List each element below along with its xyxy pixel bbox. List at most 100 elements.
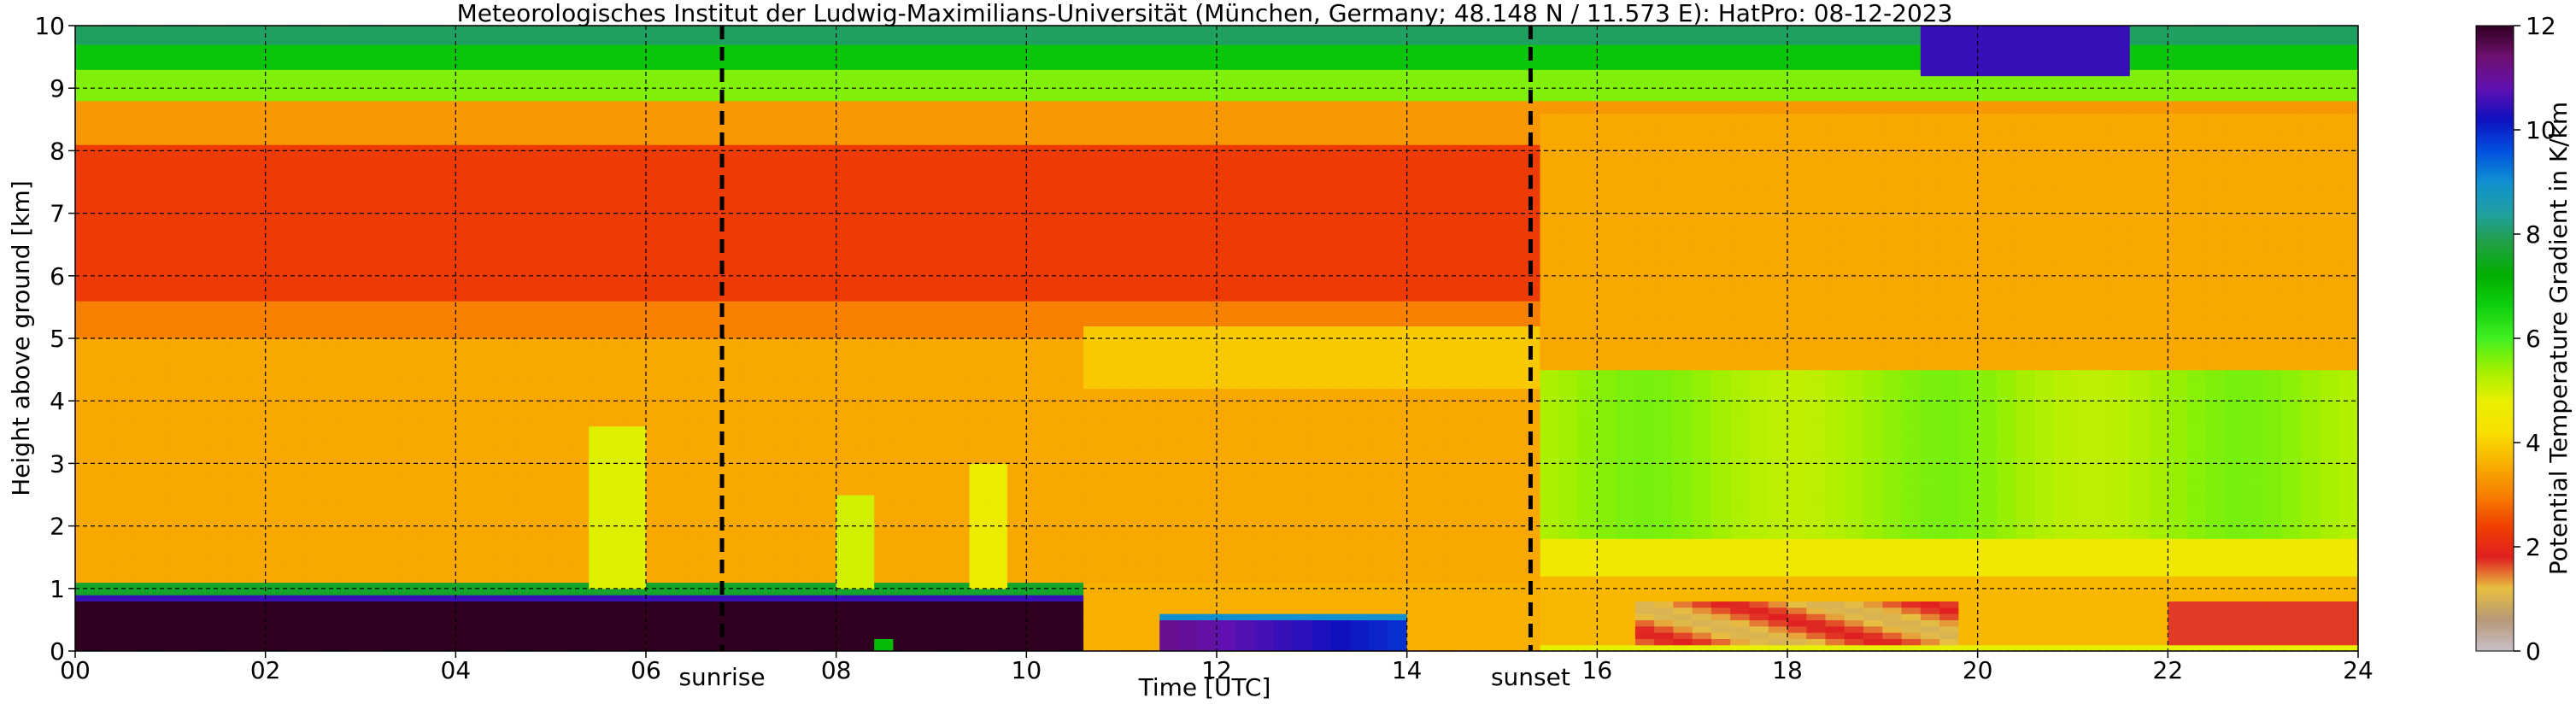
heatmap-cell [75,232,95,239]
heatmap-cell [988,69,1008,77]
heatmap-cell [303,269,324,277]
heatmap-cell [607,613,628,620]
heatmap-cell [246,444,267,452]
heatmap-cell [778,507,799,514]
heatmap-cell [912,44,932,51]
heatmap-cell [531,507,552,514]
heatmap-cell [322,275,343,283]
heatmap-cell [151,563,171,571]
heatmap-cell [151,326,171,333]
heatmap-cell [607,625,628,633]
heatmap-cell [513,194,532,202]
heatmap-cell [646,132,666,139]
heatmap-cell [132,144,152,151]
heatmap-cell [94,107,114,114]
heatmap-cell [437,382,456,390]
heatmap-cell [817,350,837,358]
heatmap-cell [760,507,780,514]
heatmap-cell [874,425,895,433]
heatmap-cell [874,569,895,577]
heatmap-cell [151,507,171,514]
heatmap-cell [341,531,361,539]
heatmap-cell [455,301,476,308]
heatmap-cell [379,388,400,396]
heatmap-cell [702,194,723,202]
heatmap-cell [303,476,324,483]
heatmap-cell [284,457,304,464]
heatmap-cell [208,263,228,271]
heatmap-cell [722,557,742,565]
heatmap-cell [893,457,913,464]
heatmap-cell [474,595,495,602]
heatmap-cell [702,476,723,483]
heatmap-cell [569,313,590,320]
heatmap-cell [702,331,723,339]
heatmap-cell [702,313,723,320]
heatmap-cell [341,338,361,345]
heatmap-cell [398,576,419,584]
heatmap-cell [437,238,456,245]
heatmap-cell [379,275,400,283]
heatmap-cell [969,431,989,439]
heatmap-cell [246,301,267,308]
heatmap-cell [189,100,209,108]
heatmap-cell [208,126,228,133]
heatmap-cell [151,213,171,220]
heatmap-cell [931,256,951,264]
heatmap-cell [874,169,895,177]
heatmap-cell [684,482,704,490]
heatmap-cell [836,425,856,433]
heatmap-cell [284,144,304,151]
heatmap-cell [513,126,532,133]
heatmap-cell [379,250,400,258]
heatmap-cell [836,519,856,527]
heatmap-cell [702,320,723,326]
heatmap-cell [132,382,152,390]
heatmap-cell [1007,419,1027,427]
heatmap-cell [284,601,304,608]
heatmap-cell [874,213,895,220]
heatmap-cell [969,326,989,333]
heatmap-cell [874,238,895,245]
heatmap-cell [189,513,209,520]
heatmap-cell [303,94,324,102]
heatmap-cell [417,207,437,214]
heatmap-cell [379,144,400,151]
heatmap-cell [474,38,495,45]
heatmap-cell [94,638,114,646]
heatmap-cells [75,26,2358,651]
heatmap-cell [151,232,171,239]
heatmap-cell [341,244,361,252]
heatmap-cell [626,431,647,439]
heatmap-cell [474,100,495,108]
heatmap-cell [874,313,895,320]
heatmap-cell [874,244,895,252]
heatmap-cell [246,113,267,120]
heatmap-cell [303,200,324,208]
heatmap-cell [569,331,590,339]
heatmap-cell [1007,544,1027,552]
heatmap-cell [817,450,837,458]
heatmap-cell [722,107,742,114]
heatmap-cell [113,69,133,77]
heatmap-cell [1007,625,1027,633]
heatmap-cell [702,582,723,590]
heatmap-cell [208,482,228,490]
heatmap-cell [798,69,818,77]
heatmap-cell [513,269,532,277]
heatmap-cell [132,576,152,584]
heatmap-cell [665,388,685,396]
heatmap-cell [702,588,723,595]
heatmap-cell [227,50,247,58]
heatmap-cell [170,107,191,114]
heatmap-cell [684,544,704,552]
heatmap-cell [341,26,361,32]
heatmap-cell [931,56,951,64]
heatmap-cell [969,32,989,39]
heatmap-cell [75,582,95,590]
heatmap-cell [437,438,456,446]
heatmap-cell [626,256,647,264]
heatmap-cell [75,250,95,258]
heatmap-cell [931,269,951,277]
heatmap-cell [170,638,191,646]
